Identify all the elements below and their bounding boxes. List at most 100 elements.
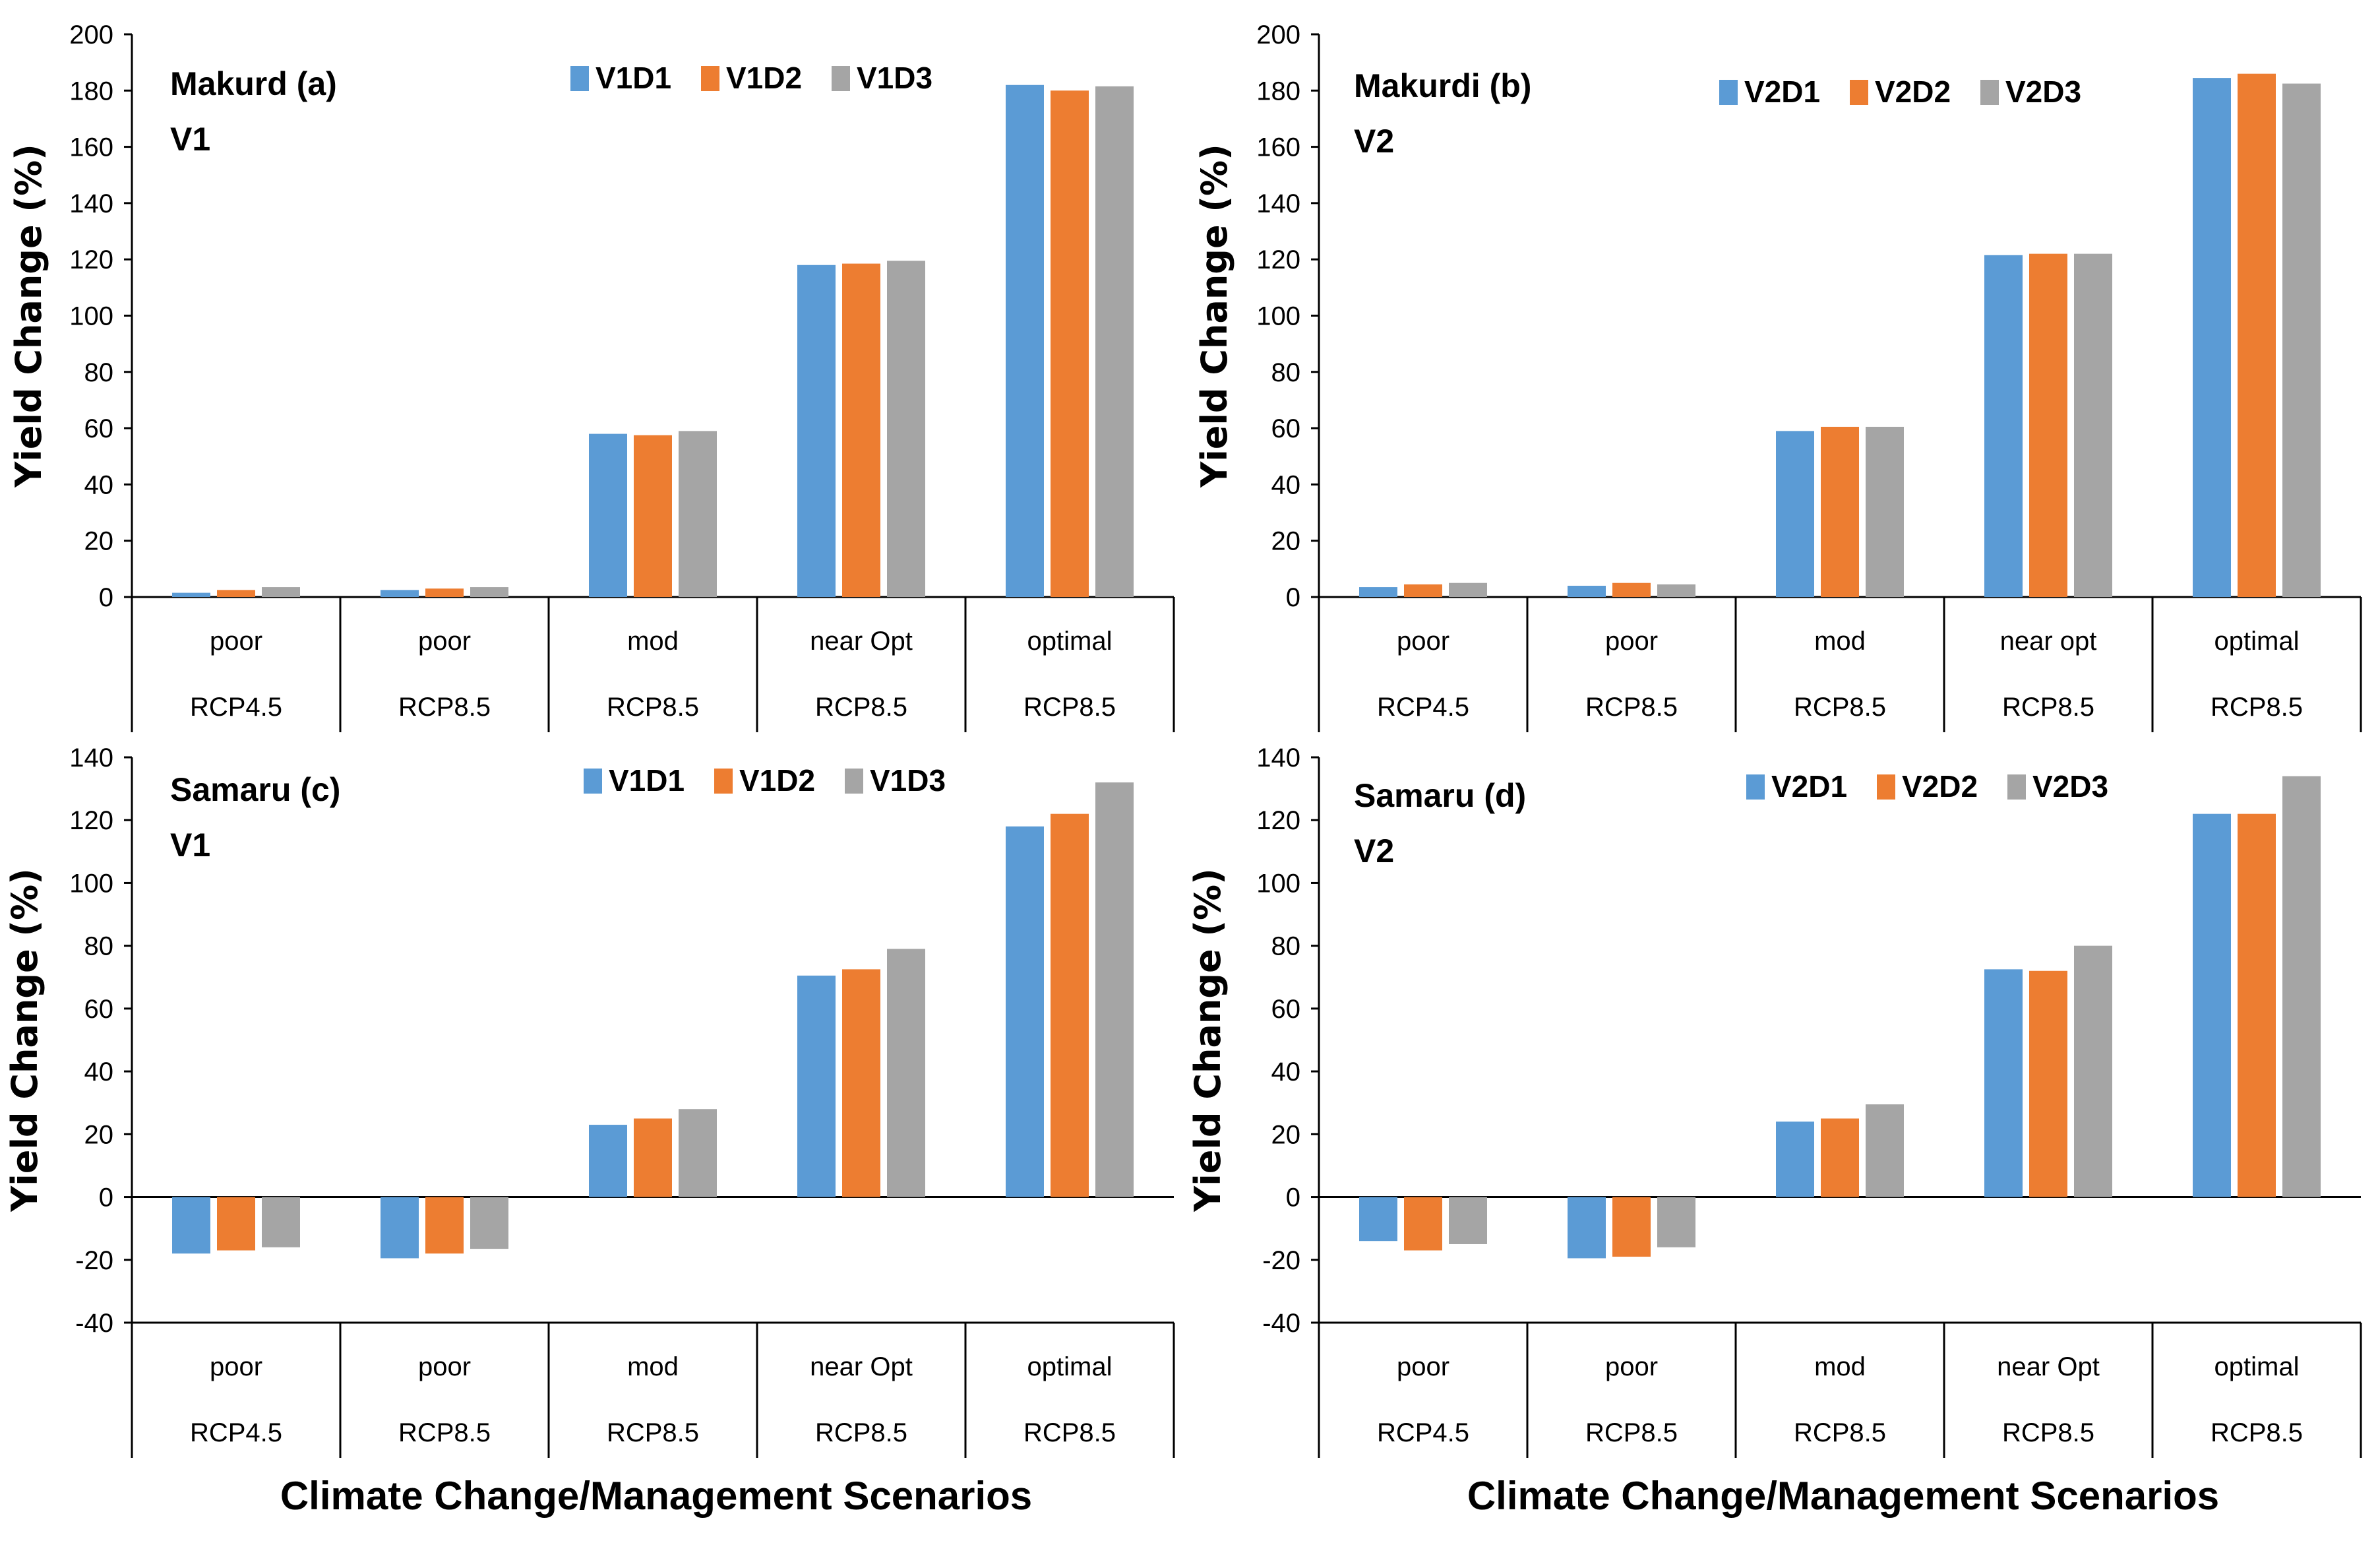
bar-d-v2d1 [1776, 1121, 1814, 1197]
bar-d-v2d2 [2238, 813, 2276, 1197]
legend-swatch-d [2007, 774, 2026, 800]
bar-c-v1d1 [1006, 826, 1044, 1197]
category-label-a: near Opt [810, 627, 913, 656]
legend-swatch-b [1850, 80, 1868, 105]
bar-d-v2d1 [1568, 1197, 1606, 1259]
bar-d-v2d2 [1821, 1118, 1859, 1197]
category-label-a: optimal [1027, 627, 1113, 656]
scenario-label-a: RCP8.5 [398, 693, 491, 722]
y-tick-label-b: 0 [1286, 583, 1300, 612]
y-tick-label-a: 60 [84, 414, 114, 443]
legend-swatch-c [845, 769, 863, 794]
legend-label-a: V1D3 [857, 61, 932, 95]
bar-d-v2d1 [1359, 1197, 1397, 1242]
category-label-d: poor [1397, 1352, 1449, 1381]
y-tick-label-d: 40 [1271, 1057, 1301, 1086]
legend-label-b: V2D3 [2005, 75, 2081, 109]
y-tick-label-c: 60 [84, 995, 114, 1024]
category-label-b: poor [1397, 627, 1449, 656]
bar-c-v1d1 [589, 1125, 627, 1197]
bar-c-v1d1 [797, 975, 836, 1197]
legend-swatch-a [570, 66, 589, 91]
y-tick-label-d: 120 [1256, 806, 1300, 835]
y-tick-label-a: 140 [69, 189, 113, 218]
bar-b-v2d3 [2282, 83, 2321, 597]
bar-b-v2d3 [2074, 253, 2112, 597]
y-tick-label-c: 40 [84, 1057, 114, 1086]
bar-c-v1d3 [887, 949, 925, 1197]
category-label-a: mod [627, 627, 679, 656]
y-tick-label-d: 140 [1256, 743, 1300, 772]
legend-swatch-a [701, 66, 719, 91]
bar-c-v1d3 [679, 1109, 717, 1197]
panel-title-c: Samaru (c) [170, 771, 340, 808]
legend-label-b: V2D2 [1875, 75, 1951, 109]
bar-b-v2d2 [2029, 253, 2067, 597]
bar-a-v1d3 [262, 587, 300, 597]
y-tick-label-b: 80 [1271, 358, 1301, 387]
legend-label-a: V1D1 [595, 61, 671, 95]
bar-c-v1d2 [1051, 813, 1089, 1197]
scenario-label-c: RCP4.5 [190, 1418, 282, 1447]
x-axis-label-right: Climate Change/Management Scenarios [1467, 1474, 2219, 1518]
scenario-label-b: RCP4.5 [1377, 693, 1469, 722]
legend-swatch-d [1877, 774, 1895, 800]
y-tick-label-c: 20 [84, 1120, 114, 1149]
bar-c-v1d1 [381, 1197, 419, 1259]
y-tick-label-d: 80 [1271, 932, 1301, 961]
bar-d-v2d2 [1612, 1197, 1651, 1257]
category-label-d: poor [1605, 1352, 1658, 1381]
bar-d-v2d3 [2074, 945, 2112, 1197]
category-label-c: near Opt [810, 1352, 913, 1381]
y-tick-label-d: 60 [1271, 995, 1301, 1024]
category-label-b: mod [1814, 627, 1866, 656]
panel-subtitle-b: V2 [1354, 123, 1394, 160]
bar-d-v2d1 [1984, 969, 2023, 1197]
legend-swatch-b [1980, 80, 1999, 105]
y-tick-label-c: 80 [84, 932, 114, 961]
panel-title-a: Makurd (a) [170, 65, 337, 102]
y-tick-label-d: 20 [1271, 1120, 1301, 1149]
bar-d-v2d2 [2029, 970, 2067, 1197]
bar-b-v2d2 [1404, 584, 1442, 597]
y-tick-label-b: 200 [1256, 20, 1300, 49]
y-tick-label-a: 100 [69, 302, 113, 331]
y-tick-label-a: 40 [84, 470, 114, 499]
bar-a-v1d1 [589, 433, 627, 597]
panel-subtitle-c: V1 [170, 827, 210, 864]
bar-a-v1d1 [381, 590, 419, 597]
bar-a-v1d2 [634, 435, 672, 597]
scenario-label-a: RCP8.5 [607, 693, 699, 722]
y-tick-label-b: 100 [1256, 302, 1300, 331]
y-axis-label-b: Yield Change (%) [1194, 144, 1235, 488]
bar-c-v1d3 [262, 1197, 300, 1247]
y-tick-label-d: -20 [1262, 1246, 1300, 1275]
y-tick-label-d: 0 [1286, 1183, 1300, 1212]
legend-swatch-c [714, 769, 733, 794]
category-label-c: optimal [1027, 1352, 1113, 1381]
y-tick-label-c: -20 [75, 1246, 113, 1275]
y-tick-label-c: 120 [69, 806, 113, 835]
x-axis-label-left: Climate Change/Management Scenarios [280, 1474, 1032, 1518]
bar-a-v1d1 [172, 592, 210, 597]
category-label-a: poor [418, 627, 471, 656]
y-tick-label-c: 0 [99, 1183, 113, 1212]
bar-a-v1d2 [217, 590, 255, 597]
y-tick-label-a: 20 [84, 527, 114, 556]
scenario-label-d: RCP8.5 [2002, 1418, 2094, 1447]
bar-b-v2d1 [2193, 78, 2231, 598]
legend-swatch-a [832, 66, 850, 91]
panel-title-b: Makurdi (b) [1354, 67, 1531, 104]
legend-label-c: V1D1 [609, 763, 685, 798]
bar-c-v1d2 [217, 1197, 255, 1251]
scenario-label-c: RCP8.5 [607, 1418, 699, 1447]
bar-a-v1d3 [887, 261, 925, 597]
y-tick-label-c: -40 [75, 1309, 113, 1338]
legend-label-a: V1D2 [726, 61, 802, 95]
bar-c-v1d1 [172, 1197, 210, 1254]
scenario-label-c: RCP8.5 [815, 1418, 907, 1447]
bar-b-v2d3 [1449, 582, 1487, 597]
category-label-c: mod [627, 1352, 679, 1381]
bar-d-v2d2 [1404, 1197, 1442, 1251]
